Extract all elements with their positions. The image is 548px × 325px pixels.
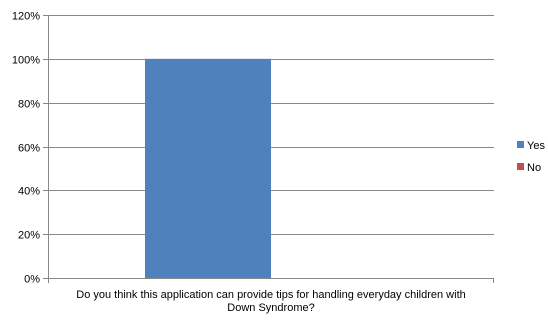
y-tick-labels: 0% 20% 40% 60% 80% 100% 120%	[12, 11, 40, 286]
y-tick-label: 0%	[24, 274, 40, 286]
y-tick-label: 40%	[18, 186, 40, 198]
x-category-label: Do you think this application can provid…	[76, 289, 466, 314]
y-tick-label: 100%	[12, 55, 40, 67]
y-tick-label: 80%	[18, 99, 40, 111]
legend: Yes No	[517, 140, 545, 174]
legend-label-yes: Yes	[527, 140, 545, 152]
axes	[43, 15, 494, 283]
y-tick-label: 120%	[12, 11, 40, 23]
legend-swatch-no	[517, 163, 524, 170]
y-tick-label: 20%	[18, 230, 40, 242]
legend-label-no: No	[527, 162, 541, 174]
bar-yes	[145, 58, 271, 279]
legend-swatch-yes	[517, 141, 524, 148]
x-category-label-line: Down Syndrome?	[227, 302, 314, 314]
y-tick-label: 60%	[18, 143, 40, 155]
x-category-label-line: Do you think this application can provid…	[76, 289, 466, 301]
bars	[145, 58, 271, 279]
